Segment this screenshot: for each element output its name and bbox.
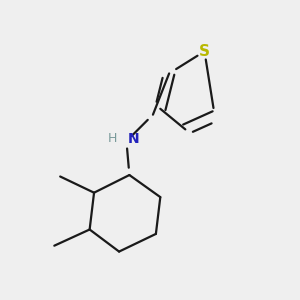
Text: H: H — [108, 132, 118, 145]
Text: S: S — [199, 44, 210, 59]
Text: N: N — [128, 132, 140, 146]
